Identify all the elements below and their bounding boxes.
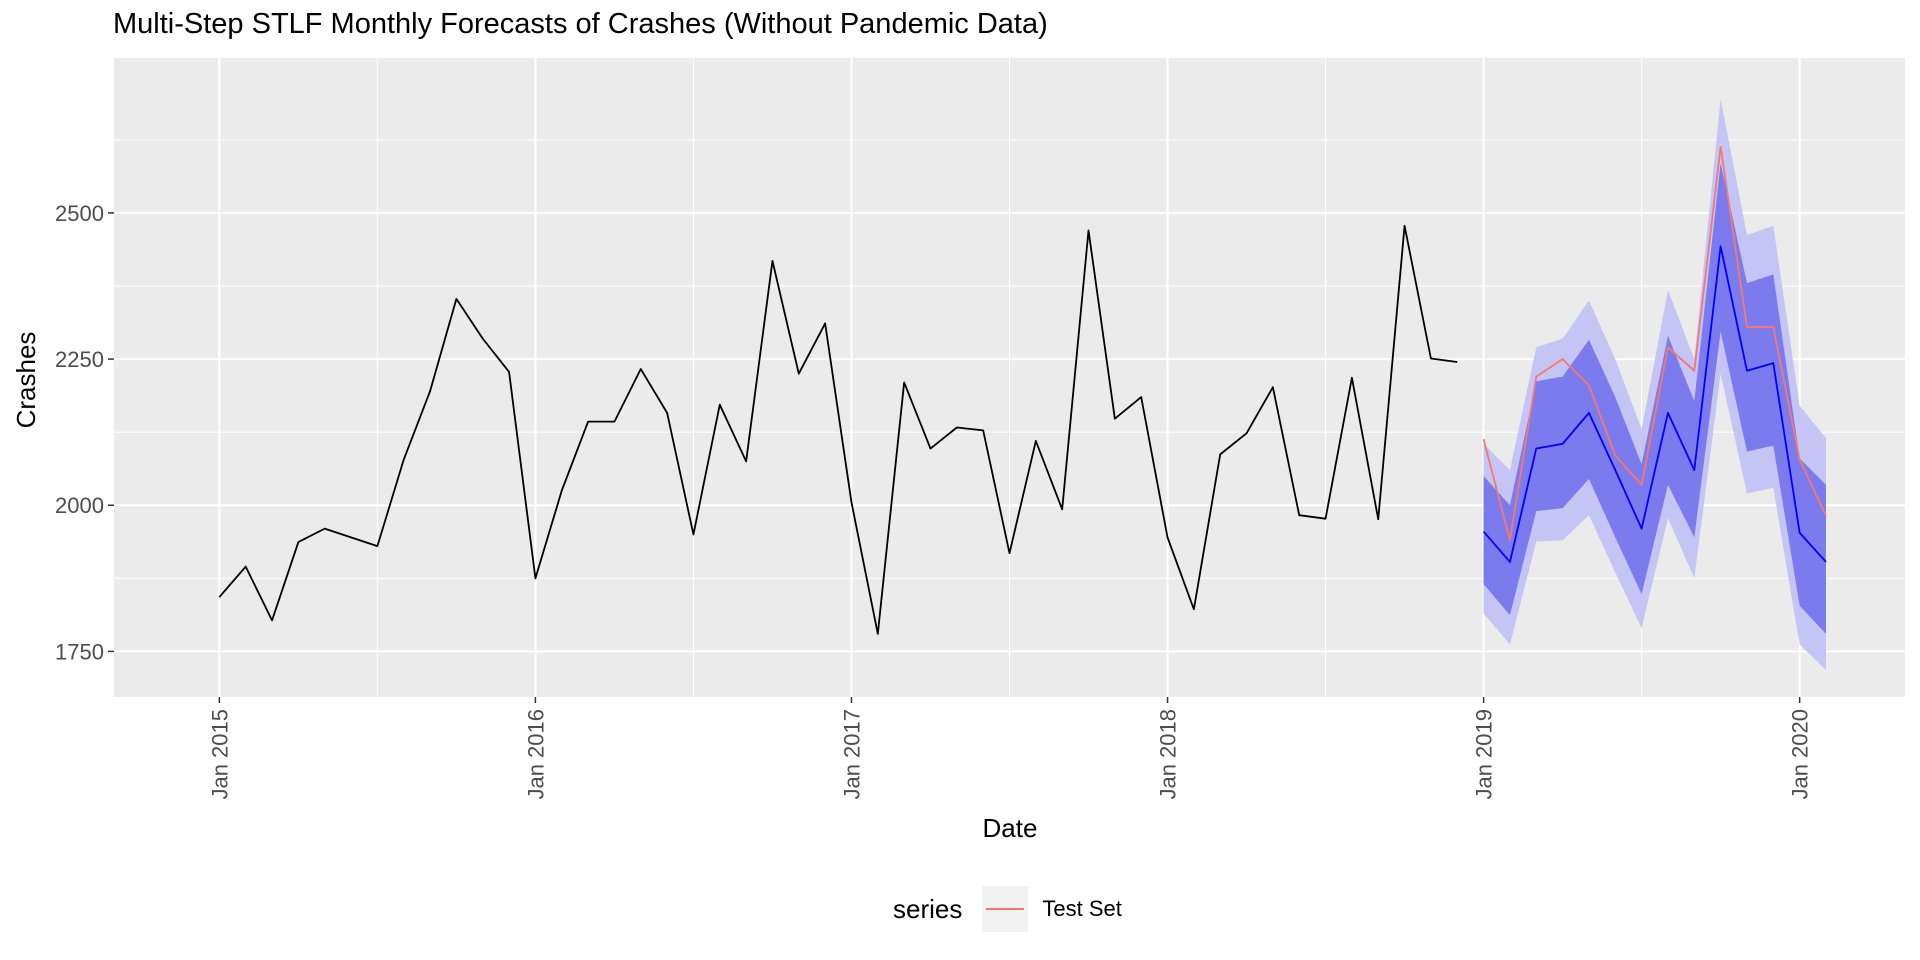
chart-title: Multi-Step STLF Monthly Forecasts of Cra… bbox=[113, 8, 1048, 40]
grid-major bbox=[114, 58, 1905, 697]
y-axis-label: Crashes bbox=[11, 332, 41, 429]
legend-label-test-set: Test Set bbox=[1042, 896, 1122, 921]
x-tick-label: Jan 2020 bbox=[1788, 709, 1813, 800]
x-tick-label: Jan 2019 bbox=[1472, 709, 1497, 800]
interval-95-band bbox=[1483, 98, 1826, 671]
interval-95-area bbox=[1483, 98, 1826, 671]
legend: series Test Set bbox=[893, 886, 1122, 932]
y-tick-label: 2000 bbox=[55, 493, 104, 518]
y-axis: 1750 2000 2250 2500 bbox=[55, 201, 114, 664]
grid-minor bbox=[114, 58, 1905, 697]
y-tick-label: 2500 bbox=[55, 201, 104, 226]
legend-key-test-set bbox=[982, 886, 1029, 932]
y-tick-label: 2250 bbox=[55, 347, 104, 372]
observed-line bbox=[218, 224, 1458, 635]
series-lines bbox=[218, 145, 1827, 635]
forecast-line bbox=[1482, 245, 1827, 563]
legend-title: series bbox=[893, 893, 963, 924]
legend-swatch-line bbox=[986, 908, 1025, 910]
x-axis-label: Date bbox=[983, 813, 1038, 843]
test-set-line bbox=[1482, 145, 1827, 542]
x-axis: Jan 2015 Jan 2016 Jan 2017 Jan 2018 Jan 2019… bbox=[207, 697, 1813, 800]
x-tick-label: Jan 2016 bbox=[523, 709, 548, 800]
x-tick-label: Jan 2015 bbox=[207, 709, 232, 800]
x-tick-label: Jan 2017 bbox=[839, 709, 864, 800]
x-tick-label: Jan 2018 bbox=[1156, 709, 1181, 800]
y-tick-label: 1750 bbox=[55, 639, 104, 664]
